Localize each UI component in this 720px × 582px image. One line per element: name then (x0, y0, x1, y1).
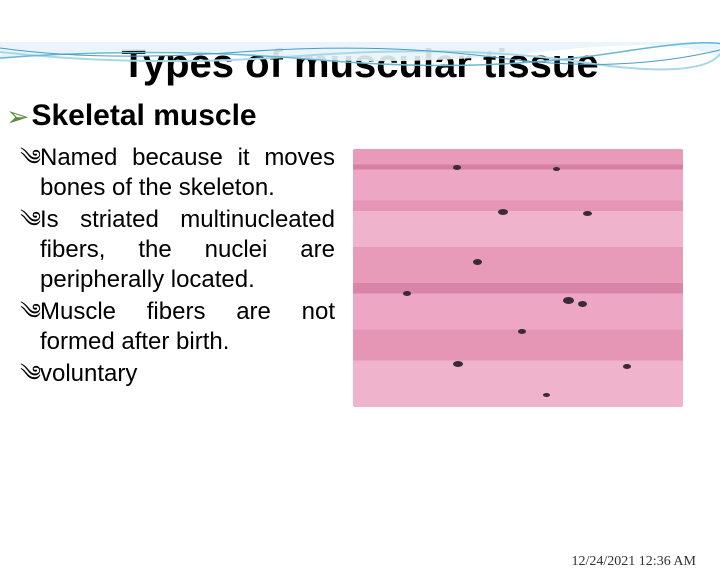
content-area: ༄ Named because it moves bones of the sk… (0, 143, 720, 407)
swirl-bullet-icon: ༄ (20, 143, 40, 203)
bullet-item: ༄ Muscle fibers are not formed after bir… (20, 297, 335, 357)
bullet-text: Named because it moves bones of the skel… (40, 143, 335, 203)
swirl-bullet-icon: ༄ (20, 205, 40, 295)
bullet-list: ༄ Named because it moves bones of the sk… (0, 143, 345, 407)
arrow-bullet-icon: ➢ (6, 100, 29, 133)
bullet-item: ༄ Is striated multinucleated fibers, the… (20, 205, 335, 295)
bullet-text: Is striated multinucleated fibers, the n… (40, 205, 335, 295)
slide-title: Types of muscular tissue (0, 42, 720, 87)
timestamp: 12/24/2021 12:36 AM (572, 554, 696, 570)
image-column (345, 143, 685, 407)
swirl-bullet-icon: ༄ (20, 297, 40, 357)
bullet-text: voluntary (40, 359, 335, 389)
swirl-bullet-icon: ༄ (20, 359, 40, 389)
slide-subtitle: Skeletal muscle (31, 99, 256, 133)
subtitle-row: ➢ Skeletal muscle (6, 99, 720, 133)
bullet-item: ༄ voluntary (20, 359, 335, 389)
skeletal-muscle-histology-image (353, 149, 683, 407)
bullet-item: ༄ Named because it moves bones of the sk… (20, 143, 335, 203)
bullet-text: Muscle fibers are not formed after birth… (40, 297, 335, 357)
